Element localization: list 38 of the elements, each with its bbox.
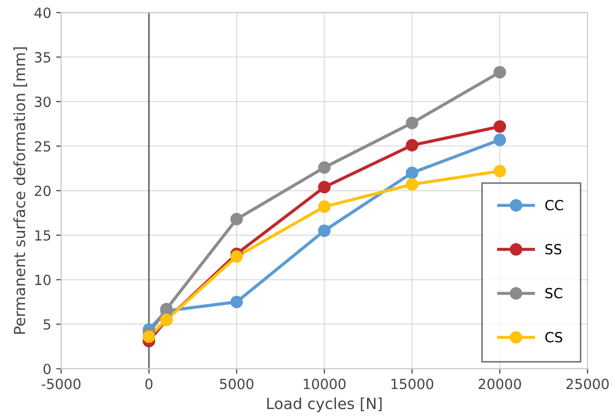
y-tick-label: 15 (35, 230, 50, 241)
y-tick-label: 30 (34, 96, 51, 108)
point (494, 66, 506, 78)
y-tick-label: 5 (44, 319, 50, 330)
legend-label: SC (545, 288, 562, 298)
x-tick-label: 15000 (392, 378, 434, 390)
point (406, 138, 418, 152)
y-axis-title: Permanent surface deformation [mm] (13, 47, 28, 334)
legend-label: CC (545, 200, 564, 210)
point (142, 330, 156, 343)
x-tick-label: 5000 (220, 378, 254, 390)
point (318, 161, 331, 174)
y-tick-label: 40 (34, 8, 51, 18)
point (230, 250, 243, 263)
point (494, 164, 506, 178)
point (406, 116, 418, 130)
point (494, 134, 506, 146)
point (494, 120, 506, 133)
point (406, 166, 418, 180)
y-tick-label: 0 (44, 364, 51, 374)
x-axis-title: Load cycles [N] (267, 397, 382, 412)
legend-label: SS (545, 244, 562, 254)
y-tick-label: 25 (34, 141, 50, 152)
y-tick-label: 10 (35, 274, 51, 286)
y-tick-label: 35 (34, 52, 50, 63)
point (318, 180, 331, 194)
point (230, 212, 243, 226)
point (318, 200, 331, 213)
x-tick-label: 20000 (478, 378, 521, 390)
point (406, 178, 418, 191)
point (318, 224, 331, 237)
x-tick-label: 25000 (566, 378, 609, 390)
legend-label: CS (545, 332, 562, 342)
x-tick-label: 0 (145, 378, 152, 390)
x-tick-label: 10000 (304, 378, 346, 390)
x-tick-label: -5000 (42, 378, 80, 390)
y-tick-label: 20 (34, 186, 51, 196)
point (230, 296, 243, 308)
